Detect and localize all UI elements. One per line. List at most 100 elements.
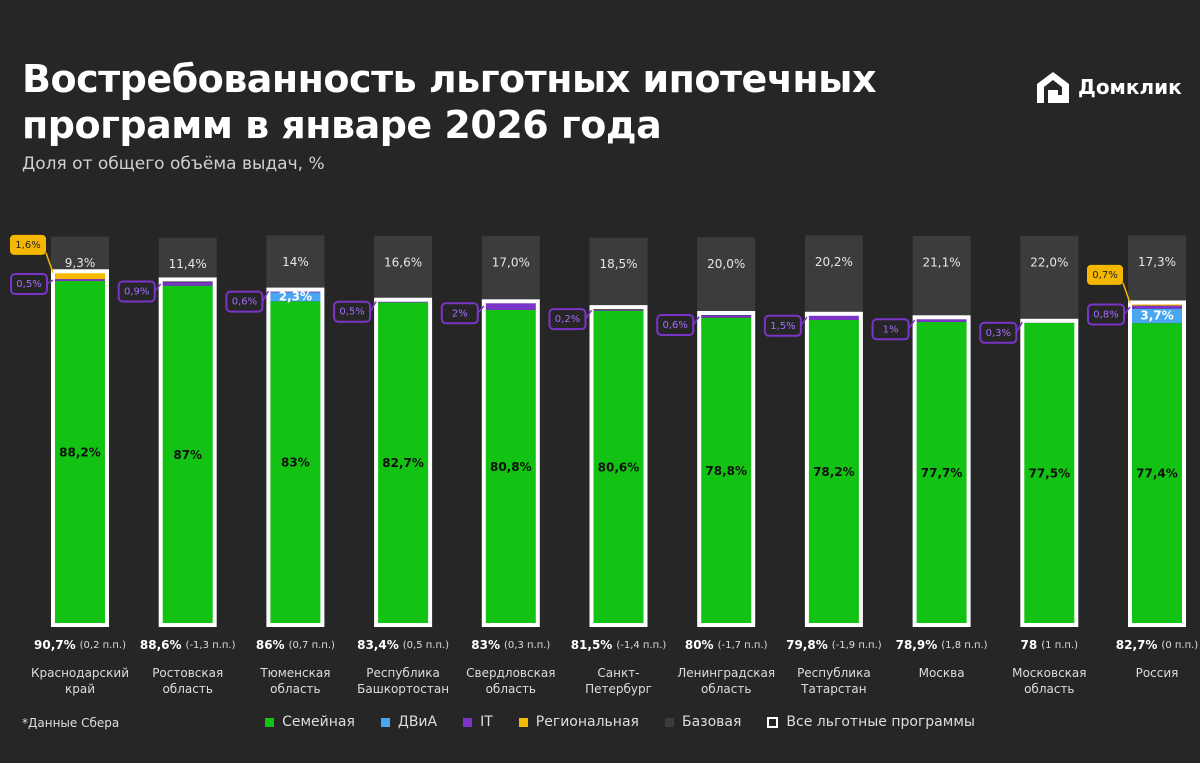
bar-segment xyxy=(807,314,860,321)
total-change: (-1,3 п.п.) xyxy=(186,640,236,651)
bar-segment xyxy=(377,302,430,625)
total-change: (0,5 п.п.) xyxy=(403,640,449,651)
total-outline xyxy=(51,269,109,627)
value-label: 14% xyxy=(282,255,309,269)
legend-swatch xyxy=(380,717,390,727)
label-box xyxy=(763,314,802,337)
x-tick-label: Тюменская область xyxy=(260,666,331,696)
value-label: 80,6% xyxy=(598,460,640,474)
total-label: 78,9% (1,8 п.п.) xyxy=(896,638,988,652)
chart-subtitle: Доля от общего объёма выдач, % xyxy=(22,154,325,174)
x-tick-label: Московская область xyxy=(1012,666,1087,696)
value-label: 17,0% xyxy=(492,255,530,269)
bar-segment xyxy=(1131,323,1183,625)
label-box xyxy=(979,321,1018,344)
total-change: (1,8 п.п.) xyxy=(941,640,987,651)
bar-segment xyxy=(1131,305,1183,309)
legend-item: Региональная xyxy=(518,714,639,730)
value-label: 77,5% xyxy=(1028,466,1070,480)
legend-label: Базовая xyxy=(681,714,742,730)
bar-segment xyxy=(484,302,537,310)
total-value: 82,7% xyxy=(1116,638,1158,652)
value-label: 0,8% xyxy=(1093,309,1118,320)
total-label: 88,6% (-1,3 п.п.) xyxy=(140,638,236,652)
label-box xyxy=(548,308,587,331)
total-outline xyxy=(589,305,648,627)
label-connector xyxy=(1122,282,1131,304)
legend-item: IT xyxy=(463,714,493,730)
legend: Семейная ДВиА IT Региональная Базовая Все льг… xyxy=(0,714,1200,730)
label-box xyxy=(117,280,156,303)
total-value: 80% xyxy=(685,638,714,652)
total-value: 83,4% xyxy=(357,638,399,652)
footnote: *Данные Сбера xyxy=(22,716,120,730)
total-outline xyxy=(1020,318,1079,627)
label-box xyxy=(10,234,46,255)
label-box xyxy=(656,314,695,336)
legend-swatch xyxy=(265,717,275,727)
value-label: 0,5% xyxy=(16,279,41,290)
value-label: 16,6% xyxy=(384,255,422,269)
value-label: 20,2% xyxy=(815,255,853,269)
value-label: 2,3% xyxy=(279,289,312,303)
value-label: 82,7% xyxy=(382,456,424,470)
bar-segment xyxy=(484,309,537,625)
value-label: 20,0% xyxy=(707,257,745,271)
total-label: 86% (0,7 п.п.) xyxy=(256,638,335,652)
total-label: 83% (0,3 п.п.) xyxy=(471,638,550,652)
x-tick-label: Республика Башкортостан xyxy=(357,666,450,696)
label-box xyxy=(333,300,372,323)
bar-segment xyxy=(697,237,756,316)
value-label: 78,8% xyxy=(705,464,747,478)
legend-label: ДВиА xyxy=(397,714,438,730)
total-value: 83% xyxy=(471,638,500,652)
bar-segment xyxy=(161,282,214,286)
bar-segment xyxy=(1131,308,1183,324)
bar-segment xyxy=(269,301,322,625)
total-outline xyxy=(912,315,971,627)
bar-segment xyxy=(481,235,540,303)
total-label: 79,8% (-1,9 п.п.) xyxy=(786,638,882,652)
label-box xyxy=(1087,303,1125,326)
x-tick-label: Ростовская область xyxy=(152,666,224,696)
x-tick-label: Ленинградская область xyxy=(677,666,776,696)
legend-label: IT xyxy=(480,714,493,730)
brand-logo[interactable]: Домклик xyxy=(1034,68,1182,106)
legend-item: ДВиА xyxy=(380,714,438,730)
value-label: 88,2% xyxy=(59,446,101,460)
total-value: 78 xyxy=(1021,638,1038,652)
chart-title: Востребованность льготных ипотечных прог… xyxy=(22,57,877,147)
legend-item: Семейная xyxy=(265,714,355,730)
total-change: (0,3 п.п.) xyxy=(504,640,550,651)
value-label: 80,8% xyxy=(490,460,532,474)
legend-label: Все льготные программы xyxy=(786,714,975,730)
x-tick-label: Россия xyxy=(1135,666,1179,680)
legend-item: Базовая xyxy=(664,714,742,730)
total-change: (-1,9 п.п.) xyxy=(832,640,882,651)
bar-segment xyxy=(269,292,322,302)
total-outline xyxy=(1128,300,1186,627)
bar-segment xyxy=(592,309,645,311)
bar-segment xyxy=(51,236,109,273)
total-value: 78,9% xyxy=(896,638,938,652)
x-tick-label: Москва xyxy=(918,666,965,680)
bar-segment xyxy=(266,235,325,290)
total-change: (1 п.п.) xyxy=(1041,640,1078,651)
bar-segment xyxy=(700,317,753,625)
legend-label: Региональная xyxy=(535,714,639,730)
value-label: 3,7% xyxy=(1140,308,1173,322)
value-label: 78,2% xyxy=(813,465,855,479)
bar-segment xyxy=(912,235,971,319)
legend-item: Все льготные программы xyxy=(767,714,975,730)
value-label: 0,3% xyxy=(986,328,1011,339)
value-label: 18,5% xyxy=(599,257,637,271)
bar-segment xyxy=(161,285,214,625)
bar-segment xyxy=(158,237,217,283)
value-label: 0,9% xyxy=(124,286,149,297)
value-label: 77,7% xyxy=(921,466,963,480)
bar-segment xyxy=(592,310,645,625)
total-value: 86% xyxy=(256,638,285,652)
value-label: 9,3% xyxy=(65,256,96,270)
